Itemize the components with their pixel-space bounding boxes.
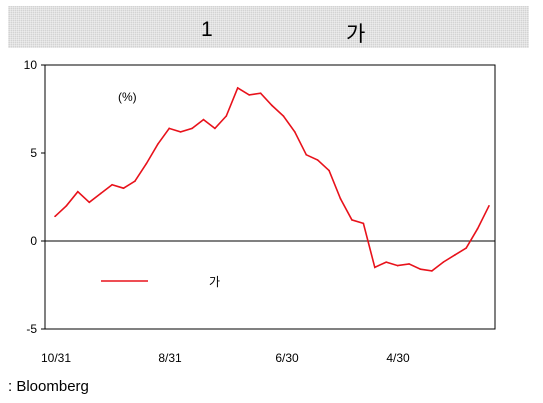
data-point — [271, 104, 273, 107]
data-point — [294, 131, 296, 133]
data-point — [236, 87, 239, 89]
data-point — [453, 254, 456, 256]
data-point — [385, 261, 388, 263]
y-tick-label: 0 — [30, 234, 37, 248]
data-point — [362, 222, 365, 225]
data-point — [122, 187, 125, 189]
data-point — [419, 268, 422, 270]
legend-label: 가 — [209, 275, 220, 289]
x-tick-label: 6/30 — [275, 351, 299, 365]
line-chart: 10 5 0 -5 10/31 8/31 6/30 4/30 (%) 가 — [24, 58, 496, 365]
data-point — [191, 127, 193, 130]
data-point — [476, 227, 479, 230]
data-point — [282, 115, 285, 117]
data-point — [408, 263, 410, 265]
data-point — [316, 159, 319, 161]
data-point — [248, 94, 250, 96]
source-note: : Bloomberg — [8, 378, 89, 395]
y-tick-label: -5 — [26, 322, 37, 336]
chart-title-number: 1 — [201, 18, 213, 41]
data-point — [99, 192, 102, 195]
data-point — [77, 190, 79, 193]
plot-area-frame — [44, 64, 496, 330]
data-point — [259, 92, 262, 94]
data-point — [305, 153, 308, 156]
chart-title-korean: 가 — [346, 23, 366, 46]
data-point — [179, 131, 182, 133]
data-point — [351, 219, 353, 221]
data-point — [65, 205, 68, 207]
x-tick-label: 8/31 — [158, 351, 182, 365]
data-point — [465, 247, 467, 249]
data-point — [225, 115, 228, 117]
chart-title-bar: 1 가 — [8, 6, 529, 48]
y-tick-label: 10 — [24, 58, 38, 72]
data-point — [328, 169, 330, 172]
data-point — [396, 264, 399, 267]
data-point — [156, 143, 159, 145]
data-point — [431, 270, 433, 272]
unit-label: (%) — [118, 90, 137, 104]
data-point — [168, 127, 171, 130]
data-point — [214, 127, 216, 130]
y-tick-label: 5 — [30, 146, 37, 160]
data-point — [488, 205, 490, 207]
data-point — [111, 183, 113, 186]
data-point — [339, 197, 342, 200]
x-tick-label: 10/31 — [41, 351, 71, 365]
data-point — [145, 162, 148, 165]
data-point — [202, 118, 205, 121]
x-tick-label: 4/30 — [386, 351, 410, 365]
data-point — [54, 215, 56, 218]
data-point — [134, 180, 136, 182]
data-point — [88, 201, 91, 204]
data-point — [373, 266, 376, 269]
data-point — [442, 261, 445, 263]
